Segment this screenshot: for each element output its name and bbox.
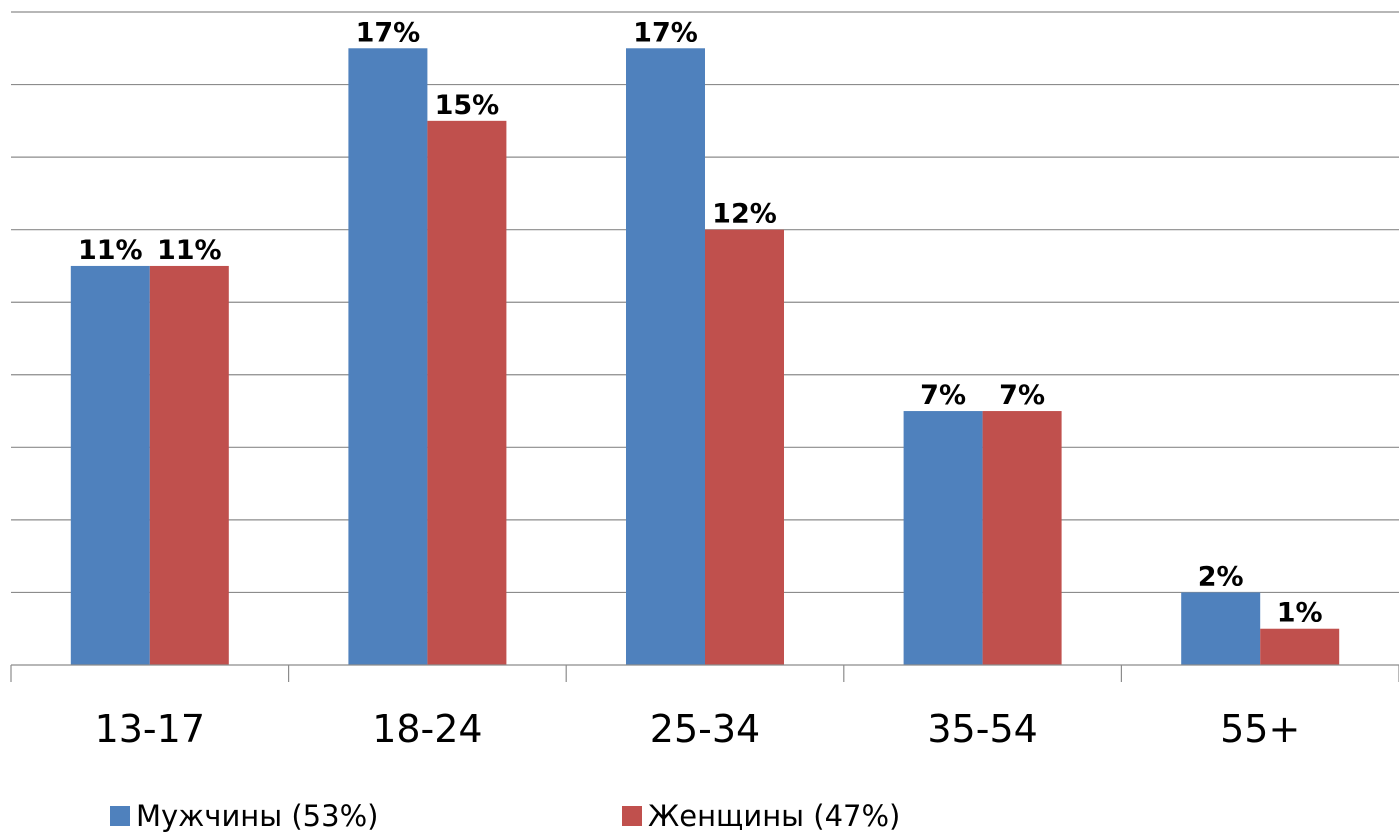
data-label: 11% bbox=[157, 235, 222, 266]
data-label: 1% bbox=[1277, 598, 1323, 629]
data-label: 11% bbox=[78, 235, 143, 266]
legend-swatch bbox=[622, 806, 642, 826]
data-label: 12% bbox=[712, 199, 777, 230]
bar bbox=[1181, 592, 1261, 665]
x-tick-label: 35-54 bbox=[927, 707, 1037, 751]
data-label: 15% bbox=[435, 90, 500, 121]
bar bbox=[705, 229, 784, 665]
data-labels: 11% 11% 17% 15% 17% 12% 7% 7% 2% 1% bbox=[78, 17, 1323, 628]
data-label: 7% bbox=[999, 380, 1045, 411]
bar bbox=[149, 265, 229, 665]
bar bbox=[626, 48, 705, 666]
data-label: 17% bbox=[356, 17, 421, 48]
bar bbox=[982, 411, 1062, 665]
bar bbox=[1260, 628, 1340, 665]
legend: Мужчины (53%) Женщины (47%) bbox=[110, 799, 900, 833]
data-label: 7% bbox=[920, 380, 966, 411]
bar bbox=[348, 48, 428, 666]
data-label: 17% bbox=[633, 17, 698, 48]
bar bbox=[427, 120, 507, 666]
x-axis: 13-17 18-24 25-34 35-54 55+ bbox=[10, 664, 1399, 751]
legend-label: Женщины (47%) bbox=[648, 799, 900, 833]
legend-label: Мужчины (53%) bbox=[136, 799, 378, 833]
bars bbox=[70, 48, 1340, 666]
x-tick-label: 18-24 bbox=[372, 707, 482, 751]
x-tick-label: 13-17 bbox=[95, 707, 205, 751]
legend-swatch bbox=[110, 806, 130, 826]
x-tick-label: 25-34 bbox=[650, 707, 760, 751]
data-label: 2% bbox=[1198, 561, 1244, 592]
bar bbox=[903, 411, 983, 665]
x-tick-label: 55+ bbox=[1220, 707, 1300, 751]
bar bbox=[70, 265, 150, 665]
